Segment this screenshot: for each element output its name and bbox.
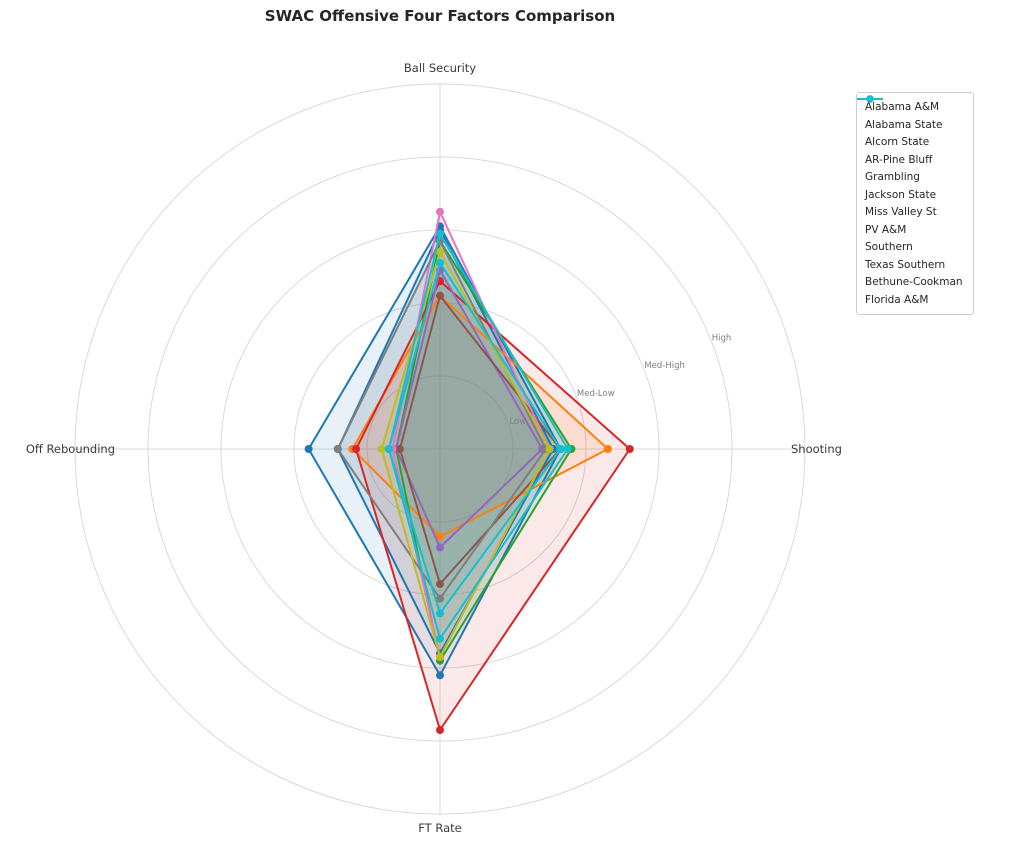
legend: Alabama A&M Alabama State Alcorn State AR-P… [856,92,974,315]
legend-item-southern: Southern [857,95,963,254]
series-marker [436,653,444,662]
series-fill-miss-valley-st [399,295,561,584]
series-marker [436,247,444,256]
legend-label: Miss Valley St [865,206,937,218]
series-marker [395,445,404,453]
legend-item-texas-southern: Texas Southern [857,95,963,272]
series-marker [436,258,444,267]
series-marker [352,445,361,453]
legend-label: Alcorn State [865,136,930,148]
legend-label: AR-Pine Bluff [865,153,933,166]
legend-item-ar-pine-bluff: AR-Pine Bluff [857,95,963,167]
axis-label-ft-rate: FT Rate [418,821,461,835]
series-marker [436,229,444,238]
series-fill-grambling [356,281,630,730]
ring-label: Med-Low [577,389,615,399]
legend-marker-icon [857,95,883,103]
legend-label: Alabama A&M [865,101,940,113]
series-marker [436,291,444,300]
ring-label: Med-High [644,361,685,371]
series-marker [436,594,444,603]
series-marker [436,207,444,216]
legend-label: Southern [865,241,913,253]
legend-label: Jackson State [865,188,937,201]
series-marker [436,609,444,618]
series-marker [545,445,554,453]
series-marker [625,445,634,453]
series-marker [333,445,342,453]
legend-label: Alabama State [865,118,943,131]
ring-label: Low [509,417,526,427]
legend-item-florida-a-m: Florida A&M [857,95,963,307]
series-marker [603,445,612,453]
legend-item-miss-valley-st: Miss Valley St [857,95,963,219]
chart-title: SWAC Offensive Four Factors Comparison [264,7,616,25]
series-marker [377,445,386,453]
legend-label: Texas Southern [865,258,946,271]
series-marker [436,580,444,589]
axis-label-off-rebounding: Off Rebounding [26,442,115,456]
series-fill-florida-a-m [388,262,561,614]
series-marker [436,634,444,643]
axis-label-shooting: Shooting [791,442,842,456]
series-marker [436,726,444,735]
series-fill-jackson-state [396,270,543,548]
legend-item-pv-a-m: PV A&M [857,95,963,237]
axis-label-ball-security: Ball Security [404,61,476,75]
legend-label: PV A&M [865,223,907,236]
legend-item-alcorn-state: Alcorn State [857,95,963,149]
series-fill-texas-southern [381,251,550,657]
legend-item-jackson-state: Jackson State [857,95,963,202]
series-fill-bethune-cookman [388,233,568,639]
legend-label: Grambling [865,171,920,183]
legend-label: Florida A&M [865,293,929,306]
series-marker [304,445,313,453]
legend-item-grambling: Grambling [857,95,963,184]
series-marker [563,445,572,453]
series-marker [556,445,565,453]
series-marker [436,543,444,552]
series-marker [384,445,393,453]
series-fill-ar-pine-bluff [396,241,572,661]
series-marker [436,532,444,541]
series-marker [436,671,444,680]
ring-label: High [712,333,732,343]
legend-item-alabama-state: Alabama State [857,95,963,132]
legend-item-bethune-cookman: Bethune-Cookman [857,95,963,289]
legend-label: Bethune-Cookman [865,276,963,288]
